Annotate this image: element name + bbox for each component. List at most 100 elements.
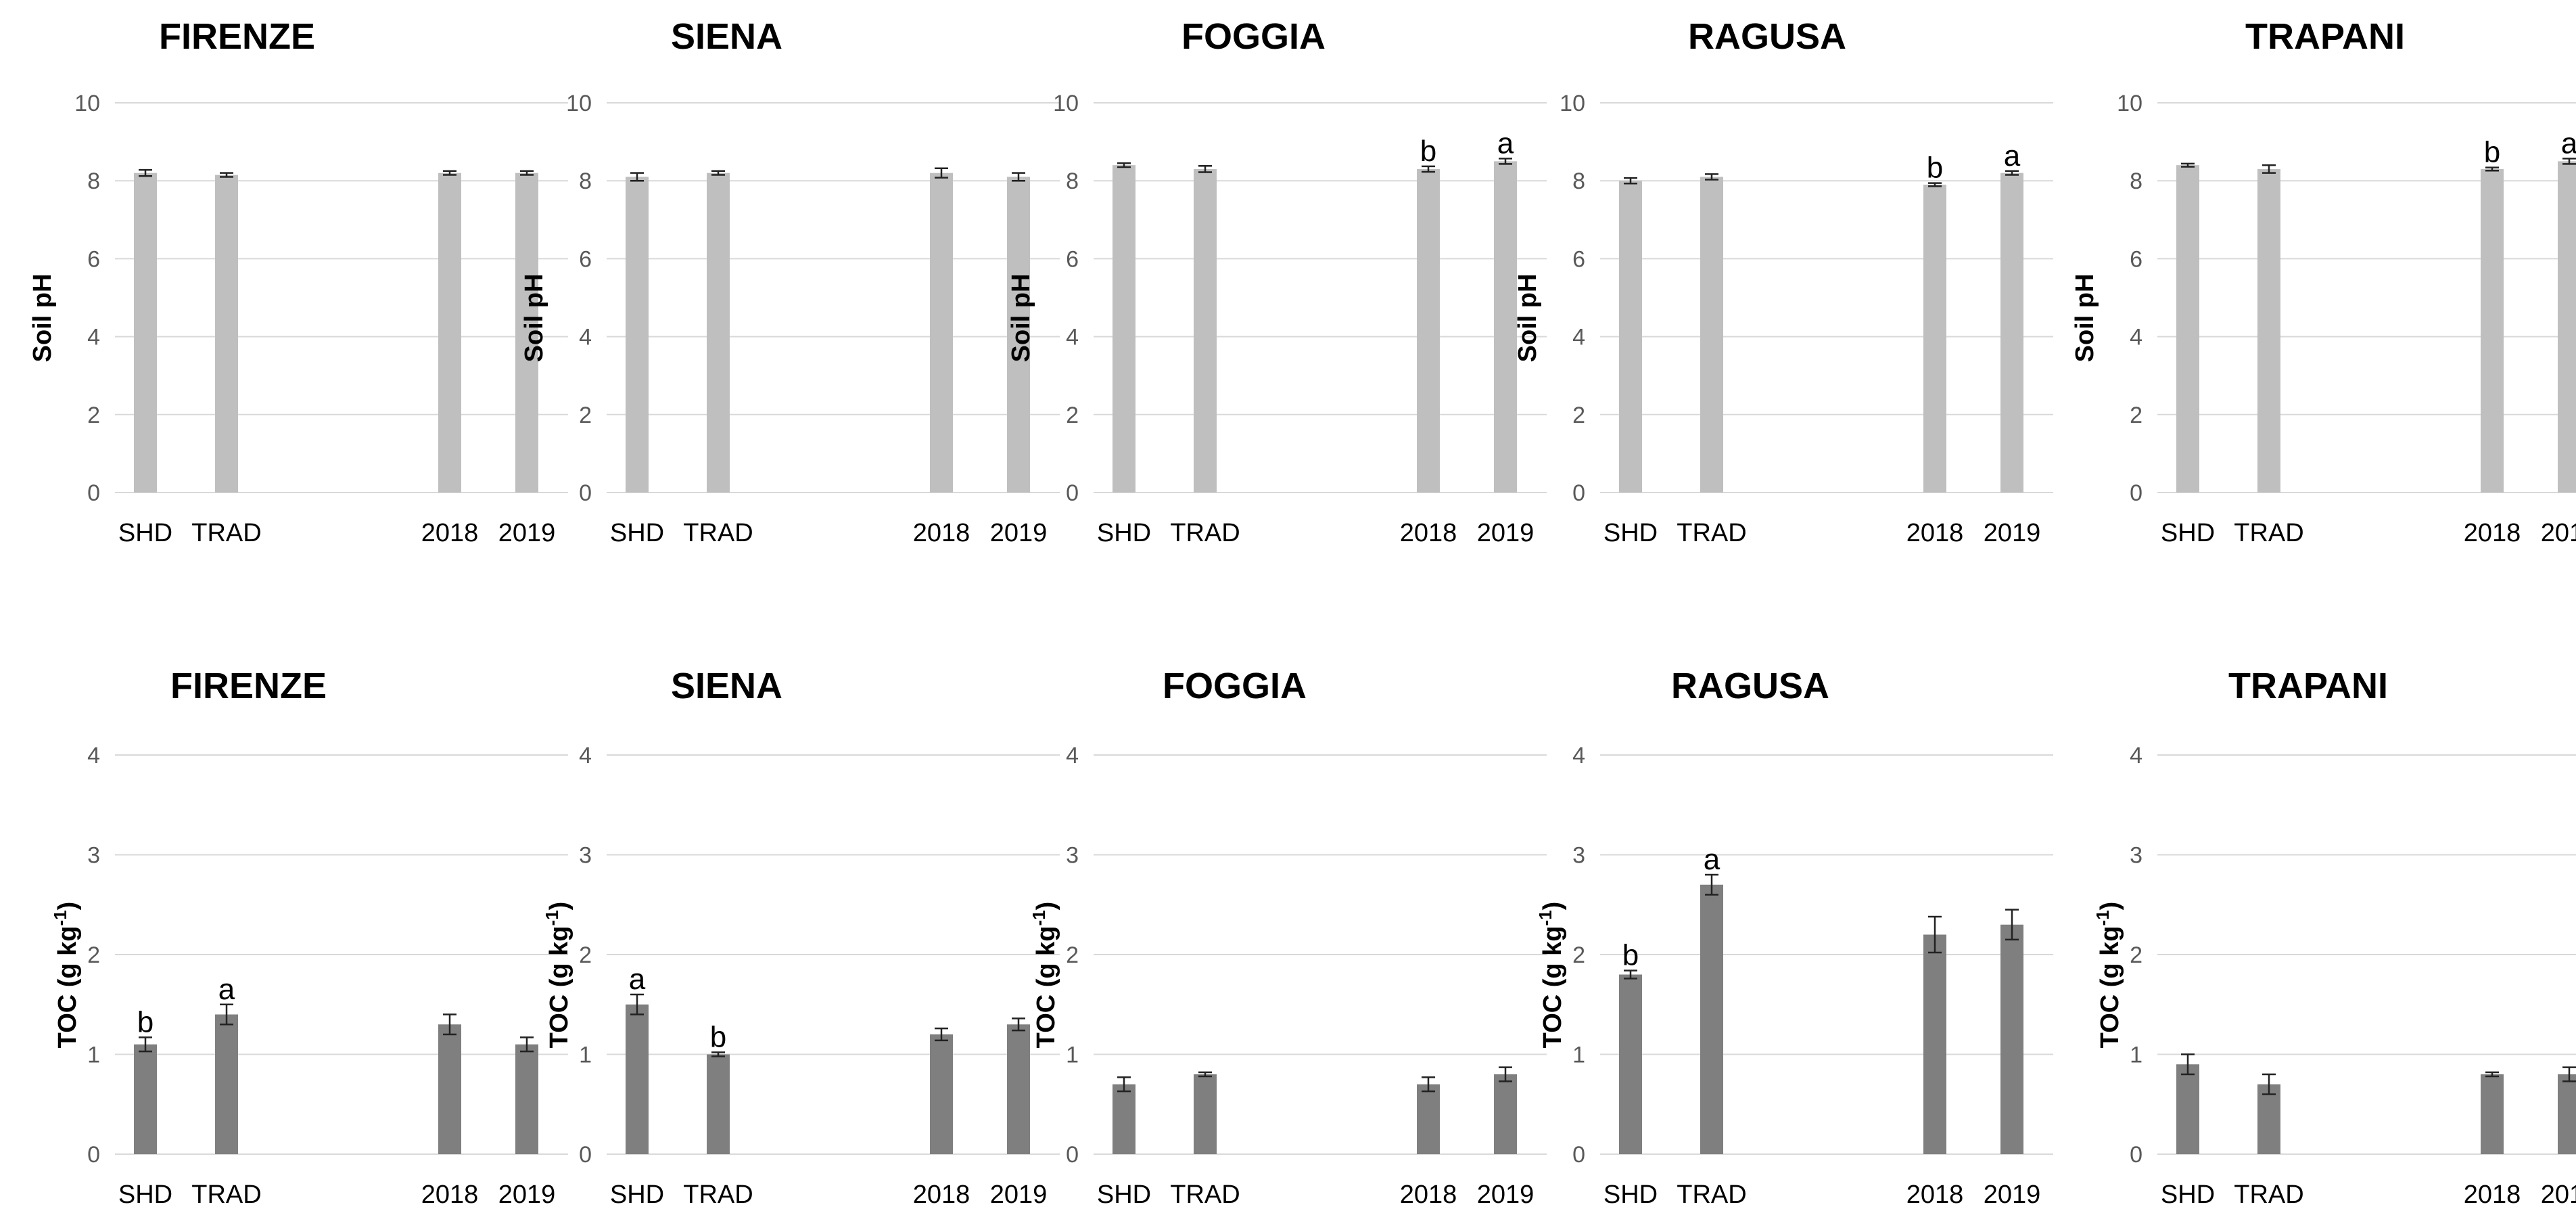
- y-tick-label: 6: [2130, 246, 2142, 272]
- y-tick-label: 0: [2130, 480, 2142, 506]
- y-tick-label: 0: [1572, 1142, 1585, 1168]
- y-axis-label: Soil pH: [1514, 274, 1542, 363]
- y-axis-label-tail: ): [1539, 902, 1567, 911]
- y-tick-label: 8: [2130, 168, 2142, 194]
- y-tick-label: 8: [579, 168, 592, 194]
- x-tick-label: 2019: [2541, 519, 2576, 547]
- chart-title: RAGUSA: [1688, 16, 1846, 57]
- x-tick-label: 2018: [1400, 519, 1457, 547]
- chart-title: RAGUSA: [1671, 666, 1829, 706]
- y-tick-label: 2: [1066, 942, 1079, 968]
- bar-trad: [2257, 1084, 2280, 1154]
- bar-2019: [1007, 1024, 1030, 1154]
- y-tick-label: 3: [579, 843, 592, 869]
- x-tick-label: 2018: [913, 1181, 970, 1209]
- y-axis-label-tail: ): [545, 902, 573, 911]
- significance-letter: a: [629, 963, 646, 996]
- significance-letter: a: [2561, 127, 2576, 160]
- bar-trad: [707, 1054, 730, 1154]
- bar-trad: [1700, 177, 1723, 493]
- bar-shd: [626, 177, 649, 493]
- y-axis-label-main: Soil pH: [1007, 274, 1035, 363]
- bar-2018: [2481, 168, 2504, 493]
- bar-shd: [1113, 1084, 1135, 1154]
- y-axis-label-main: Soil pH: [28, 274, 57, 363]
- x-tick-label: 2019: [1984, 1181, 2041, 1209]
- y-tick-label: 4: [87, 743, 100, 769]
- bar-2018: [1923, 934, 1946, 1154]
- significance-letter: a: [1497, 127, 1514, 160]
- y-tick-label: 4: [1066, 743, 1079, 769]
- bar-shd: [134, 173, 157, 493]
- panel-ph-foggia: FOGGIA 0 2 4 6 8 10 Soil pH SHD TRAD b 2018 a 2019: [1007, 16, 1547, 547]
- y-axis-label-main: TOC (g kg: [545, 925, 573, 1048]
- x-tick-label: 2019: [498, 519, 556, 547]
- y-tick-label: 0: [1572, 480, 1585, 506]
- y-tick-label: 1: [1572, 1043, 1585, 1068]
- y-tick-label: 8: [87, 168, 100, 194]
- y-tick-label: 4: [2130, 325, 2142, 350]
- panel-toc-ragusa: RAGUSA 0 1 2 3 4 TOC (g kg-1) b SHD a TRAD 2018 2019: [1535, 666, 2053, 1209]
- bar-shd: [1619, 974, 1642, 1154]
- x-tick-label: 2019: [990, 519, 1048, 547]
- x-tick-label: TRAD: [191, 1181, 261, 1209]
- x-tick-label: SHD: [1603, 1181, 1658, 1209]
- y-axis-label-main: Soil pH: [2071, 274, 2099, 363]
- bar-2019: [1494, 161, 1517, 493]
- y-axis-label-main: TOC (g kg: [1539, 925, 1567, 1048]
- y-tick-label: 3: [1066, 843, 1079, 869]
- bar-2019: [515, 173, 538, 493]
- y-tick-label: 0: [1066, 1142, 1079, 1168]
- y-axis-label: TOC (g kg-1): [50, 902, 82, 1049]
- y-axis-label-main: TOC (g kg: [1032, 925, 1060, 1048]
- y-tick-label: 0: [579, 1142, 592, 1168]
- chart-title: FOGGIA: [1163, 666, 1307, 706]
- chart-title: TRAPANI: [2245, 16, 2405, 57]
- y-axis-label-superscript: -1: [542, 910, 562, 925]
- bar-2019: [1494, 1074, 1517, 1154]
- y-tick-label: 2: [1572, 942, 1585, 968]
- x-tick-label: 2018: [421, 1181, 479, 1209]
- y-tick-label: 0: [1066, 480, 1079, 506]
- x-tick-label: TRAD: [683, 1181, 753, 1209]
- y-tick-label: 10: [1560, 91, 1585, 116]
- x-tick-label: SHD: [2161, 1181, 2215, 1209]
- y-tick-label: 0: [2130, 1142, 2142, 1168]
- y-axis-label-superscript: -1: [50, 910, 70, 925]
- y-tick-label: 4: [1572, 743, 1585, 769]
- y-tick-label: 0: [87, 480, 100, 506]
- x-tick-label: SHD: [1603, 519, 1658, 547]
- bar-2019: [2558, 1074, 2576, 1154]
- y-tick-label: 3: [87, 843, 100, 869]
- bar-shd: [1113, 165, 1135, 493]
- y-tick-label: 4: [1572, 325, 1585, 350]
- bar-2018: [438, 173, 461, 493]
- x-tick-label: 2018: [2464, 1181, 2521, 1209]
- y-tick-label: 4: [1066, 325, 1079, 350]
- y-tick-label: 1: [579, 1043, 592, 1068]
- y-tick-label: 6: [1066, 246, 1079, 272]
- bar-trad: [1700, 884, 1723, 1154]
- y-axis-label: TOC (g kg-1): [542, 902, 573, 1049]
- y-tick-label: 2: [579, 403, 592, 428]
- y-tick-label: 0: [579, 480, 592, 506]
- y-tick-label: 2: [2130, 942, 2142, 968]
- x-tick-label: 2019: [498, 1181, 556, 1209]
- significance-letter: a: [218, 973, 235, 1006]
- panel-ph-ragusa: RAGUSA 0 2 4 6 8 10 Soil pH SHD TRAD b 2018 a 2019: [1514, 16, 2053, 547]
- x-tick-label: SHD: [118, 1181, 172, 1209]
- significance-letter: b: [137, 1005, 154, 1038]
- panel-ph-firenze: FIRENZE 0 2 4 6 8 10 Soil pH SHD TRAD 2018 2019: [28, 16, 568, 547]
- x-tick-label: TRAD: [1170, 519, 1240, 547]
- y-axis-label-superscript: -1: [2092, 910, 2113, 925]
- y-tick-label: 3: [1572, 843, 1585, 869]
- x-tick-label: 2018: [2464, 519, 2521, 547]
- x-tick-label: TRAD: [1170, 1181, 1240, 1209]
- x-tick-label: SHD: [118, 519, 172, 547]
- bar-trad: [1194, 168, 1217, 493]
- y-axis-label: TOC (g kg-1): [1535, 902, 1567, 1049]
- bar-2018: [2481, 1074, 2504, 1154]
- y-tick-label: 1: [1066, 1043, 1079, 1068]
